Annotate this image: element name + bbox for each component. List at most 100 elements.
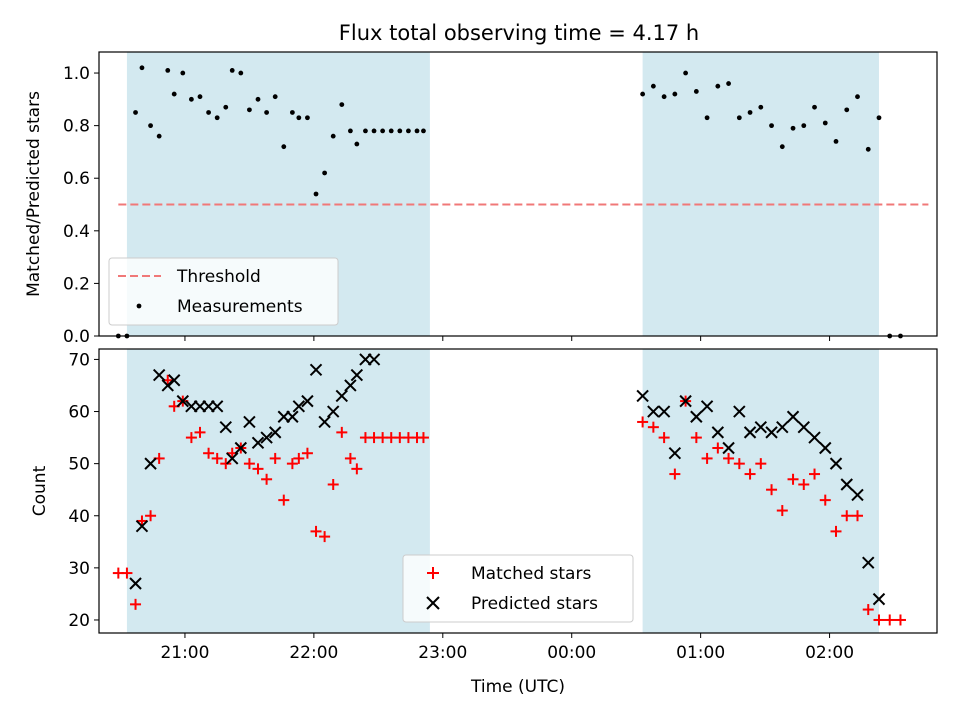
measurement-point	[296, 115, 302, 121]
measurements-legend-swatch	[136, 303, 142, 309]
count-shaded-interval-1	[126, 349, 430, 633]
measurement-point	[758, 104, 764, 110]
predicted-star-point	[829, 457, 843, 470]
matched-star-point	[136, 515, 148, 527]
predicted-star-point	[754, 420, 768, 434]
predicted-star-point	[335, 389, 349, 403]
matched-star-point	[766, 484, 778, 496]
predicted-star-point	[344, 379, 357, 392]
measurement-point	[876, 115, 882, 121]
measurement-point	[348, 128, 353, 134]
predicted-star-point	[260, 431, 273, 444]
x-axis-label: Time (UTC)	[470, 677, 565, 697]
predicted-star-point	[668, 447, 682, 460]
measurement-point	[371, 128, 377, 134]
measurement-point	[148, 123, 153, 129]
x-tick-label: 23:00	[418, 643, 467, 663]
measurement-point	[693, 89, 699, 94]
predicted-star-point	[733, 405, 746, 418]
matched-star-point	[278, 494, 290, 506]
measurement-point	[672, 91, 678, 97]
measurement-point	[156, 133, 162, 139]
measurement-point	[223, 104, 229, 110]
measurement-point	[661, 94, 667, 100]
x-tick-label: 00:00	[547, 643, 596, 663]
matched-star-point	[417, 432, 429, 444]
predicted-star-point	[808, 431, 821, 444]
predicted-star-point	[872, 592, 886, 606]
matched-star-point	[145, 510, 157, 522]
predicted-star-point	[647, 405, 660, 418]
measurement-point	[388, 128, 394, 134]
count-y-axis-label: Count	[30, 465, 50, 516]
predicted-star-point	[152, 368, 166, 382]
predicted-star-point	[840, 478, 853, 491]
predicted-star-point	[722, 441, 735, 455]
measurement-point	[704, 115, 710, 121]
matched-star-point	[293, 452, 305, 464]
measurement-point	[171, 91, 177, 97]
matched-star-point	[185, 432, 197, 444]
matched-star-point	[252, 463, 264, 475]
ratio-legend-box	[108, 257, 339, 326]
matched-star-point	[319, 531, 331, 543]
predicted-star-point	[765, 426, 778, 439]
measurement-point	[247, 107, 252, 113]
x-tick-label: 01:00	[676, 643, 725, 663]
measurement-point	[779, 144, 785, 150]
predicted-star-point	[636, 389, 649, 403]
ratio-y-tick-label: 0.0	[63, 327, 90, 347]
predicted-star-point	[129, 577, 142, 590]
predicted-star-point	[286, 410, 299, 423]
matched-star-point	[637, 416, 649, 428]
measurement-point	[339, 102, 345, 107]
measurement-point	[214, 115, 220, 121]
matched-star-point	[723, 452, 735, 464]
ratio-y-tick-label: 0.2	[63, 274, 90, 294]
predicted-star-point	[301, 394, 314, 408]
predicted-star-point	[144, 457, 157, 470]
predicted-star-point	[657, 405, 671, 418]
matched-star-point	[841, 510, 853, 522]
ratio-shaded-interval-2	[642, 52, 879, 336]
matched-star-point	[744, 468, 756, 480]
matched-star-point	[712, 442, 724, 454]
measurement-point	[238, 70, 244, 76]
measurement-point	[769, 123, 774, 129]
measurement-point	[330, 133, 336, 139]
measurement-point	[363, 128, 368, 134]
measurement-point	[188, 96, 194, 102]
matched-legend-swatch	[427, 567, 439, 579]
matched-star-point	[669, 468, 681, 480]
measurement-point	[289, 110, 295, 115]
measurement-point	[264, 110, 269, 115]
matched-star-point	[194, 426, 206, 438]
matched-star-point	[310, 525, 322, 537]
measurement-point	[865, 146, 871, 152]
count-y-tick-label: 20	[68, 611, 90, 631]
matched-star-point	[830, 525, 842, 537]
measurement-point	[844, 107, 850, 113]
matched-star-point	[851, 510, 863, 522]
measurement-point	[255, 96, 261, 102]
predicted-star-point	[776, 420, 789, 434]
count-y-tick-label: 30	[68, 559, 90, 579]
matched-star-point	[819, 494, 831, 506]
ratio-y-tick-label: 1.0	[63, 64, 90, 84]
predicted-star-point	[862, 556, 875, 569]
measurement-point	[414, 128, 420, 134]
predicted-star-point	[226, 452, 239, 465]
measurement-point	[715, 83, 721, 89]
predicted-star-point	[679, 394, 692, 408]
count-legend: Matched stars Predicted stars	[402, 554, 634, 623]
predicted-star-point	[786, 410, 800, 423]
matched-star-point	[269, 452, 281, 464]
matched-star-point	[690, 432, 702, 444]
predicted-star-point	[167, 374, 181, 387]
matched-star-point	[327, 478, 339, 490]
predicted-star-point	[176, 394, 190, 408]
measurement-point	[812, 104, 817, 110]
matched-star-point	[220, 458, 232, 470]
predicted-star-point	[819, 441, 832, 455]
